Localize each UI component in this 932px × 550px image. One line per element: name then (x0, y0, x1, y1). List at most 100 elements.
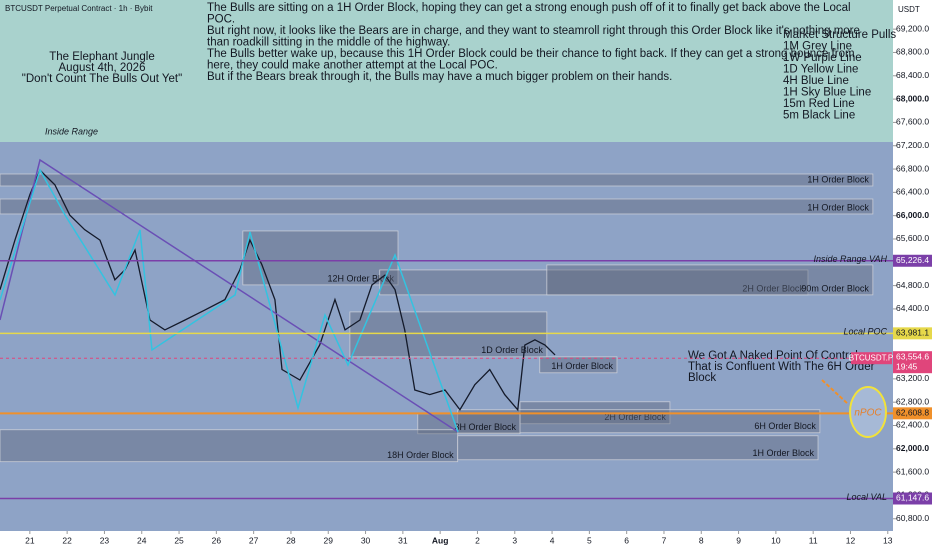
order-block-label: 12H Order Block (327, 273, 394, 283)
order-block (349, 311, 548, 358)
y-tick-label: 67,200.0 (896, 140, 929, 150)
note-line: POC. (207, 14, 235, 26)
note-line: The Bulls better wake up, because this 1… (207, 48, 855, 60)
x-tick-label: 26 (212, 535, 222, 545)
x-tick-label: 28 (286, 535, 296, 545)
order-block-label: 1H Order Block (807, 202, 869, 212)
level-tag (893, 327, 932, 340)
y-tick-label: 65,600.0 (896, 233, 929, 243)
x-tick-label: 27 (249, 535, 259, 545)
order-block-label: 2H Order Block (604, 412, 666, 422)
y-tick-label: 69,200.0 (896, 23, 929, 33)
level-name: Local VAL (846, 492, 887, 502)
note-line: than roadkill sitting in the middle of t… (207, 37, 450, 49)
trend-line (0, 158, 459, 433)
y-tick-label: 63,200.0 (896, 373, 929, 383)
x-tick-label: Aug (432, 535, 449, 545)
order-block (546, 264, 874, 296)
x-tick-label: 13 (883, 535, 893, 545)
order-block (0, 198, 874, 215)
notes-band (0, 0, 893, 142)
note-line: But if the Bears break through it, the B… (207, 71, 672, 83)
legend-line: 1H Sky Blue Line (783, 87, 871, 99)
note-line: here, they could make another attempt at… (207, 60, 498, 72)
order-block-label: 1H Order Block (807, 174, 869, 184)
level-name: Inside Range VAH (813, 254, 887, 264)
order-block (0, 429, 459, 463)
y-tick-label: 62,400.0 (896, 420, 929, 430)
legend-line: 1M Grey Line (783, 41, 852, 53)
order-block-label: 1H Order Block (551, 361, 613, 371)
x-tick-label: 31 (398, 535, 408, 545)
y-tick-label: 60,800.0 (896, 513, 929, 523)
order-block-label: 6H Order Block (754, 421, 816, 431)
level-tag-label: 65,226.4 (896, 255, 929, 265)
level-tag (893, 351, 932, 374)
x-tick-label: 4 (550, 535, 555, 545)
npoc: nPOC (854, 408, 882, 419)
order-block (0, 173, 874, 187)
level-tag-label: 61,147.6 (896, 493, 929, 503)
symbol-tag (851, 352, 892, 365)
legend-line: 4H Blue Line (783, 75, 849, 87)
legend-line: 15m Red Line (783, 98, 855, 110)
x-tick-label: 22 (62, 535, 72, 545)
x-tick-label: 10 (771, 535, 781, 545)
y-tick-label: 62,000.0 (896, 443, 929, 453)
legend-line: 1D Yellow Line (783, 64, 858, 76)
x-tick-label: 24 (137, 535, 147, 545)
x-tick-label: 23 (100, 535, 110, 545)
level-tag (893, 254, 932, 267)
y-tick-label: 68,400.0 (896, 70, 929, 80)
order-block (379, 269, 809, 296)
order-block-label: 2H Order Block (742, 283, 804, 293)
x-tick-label: 6 (624, 535, 629, 545)
callout: We Got A Naked Point Of Control (688, 350, 858, 362)
y-tick-label: 66,800.0 (896, 163, 929, 173)
y-tick-label: 68,800.0 (896, 47, 929, 57)
x-tick-label: 30 (361, 535, 371, 545)
legend-line: 1W Purple Line (783, 52, 862, 64)
note-line: But right now, it looks like the Bears a… (207, 25, 860, 37)
callout: Block (688, 372, 716, 384)
level-tag-sub: 19:45 (896, 361, 918, 371)
x-tick-label: 9 (736, 535, 741, 545)
order-block-label: 90m Order Block (801, 283, 869, 293)
callout: That is Confluent With The 6H Order (688, 361, 875, 373)
legend-line: 5m Black Line (783, 110, 855, 122)
x-tick-label: 3 (512, 535, 517, 545)
currency: USDT (898, 5, 920, 14)
x-tick-label: 29 (324, 535, 334, 545)
x-tick-label: 11 (809, 535, 818, 545)
y-tick-label: 66,000.0 (896, 210, 929, 220)
x-tick-label: 21 (25, 535, 35, 545)
range-label: Inside Range (45, 126, 98, 136)
x-tick-label: 25 (174, 535, 184, 545)
y-tick-label: 61,600.0 (896, 466, 929, 476)
order-block (242, 230, 399, 286)
title-line: August 4th, 2026 (59, 62, 146, 74)
order-block (457, 435, 819, 461)
order-block-label: 3H Order Block (454, 422, 516, 432)
level-tag (893, 492, 932, 505)
y-tick-label: 67,600.0 (896, 117, 929, 127)
x-tick-label: 5 (587, 535, 592, 545)
level-tag-label: 63,981.1 (896, 328, 929, 338)
title-line: The Elephant Jungle (49, 51, 155, 63)
npoc-circle (849, 386, 887, 438)
y-tick-label: 66,400.0 (896, 187, 929, 197)
y-tick-label: 64,800.0 (896, 280, 929, 290)
order-block-label: 1D Order Block (481, 345, 543, 355)
symbol: BTCUSDT Perpetual Contract · 1h · Bybit (5, 4, 153, 13)
symbol-tag-label: BTCUSDT.P (849, 353, 893, 362)
y-tick-label: 64,400.0 (896, 303, 929, 313)
time-axis (0, 531, 893, 550)
x-tick-label: 8 (699, 535, 704, 545)
wave-line (0, 168, 459, 433)
order-block (457, 409, 821, 434)
x-tick-label: 2 (475, 535, 480, 545)
title-line: "Don't Count The Bulls Out Yet" (22, 73, 182, 85)
order-block-label: 18H Order Block (387, 450, 454, 460)
order-block-label: 1H Order Block (752, 448, 814, 458)
